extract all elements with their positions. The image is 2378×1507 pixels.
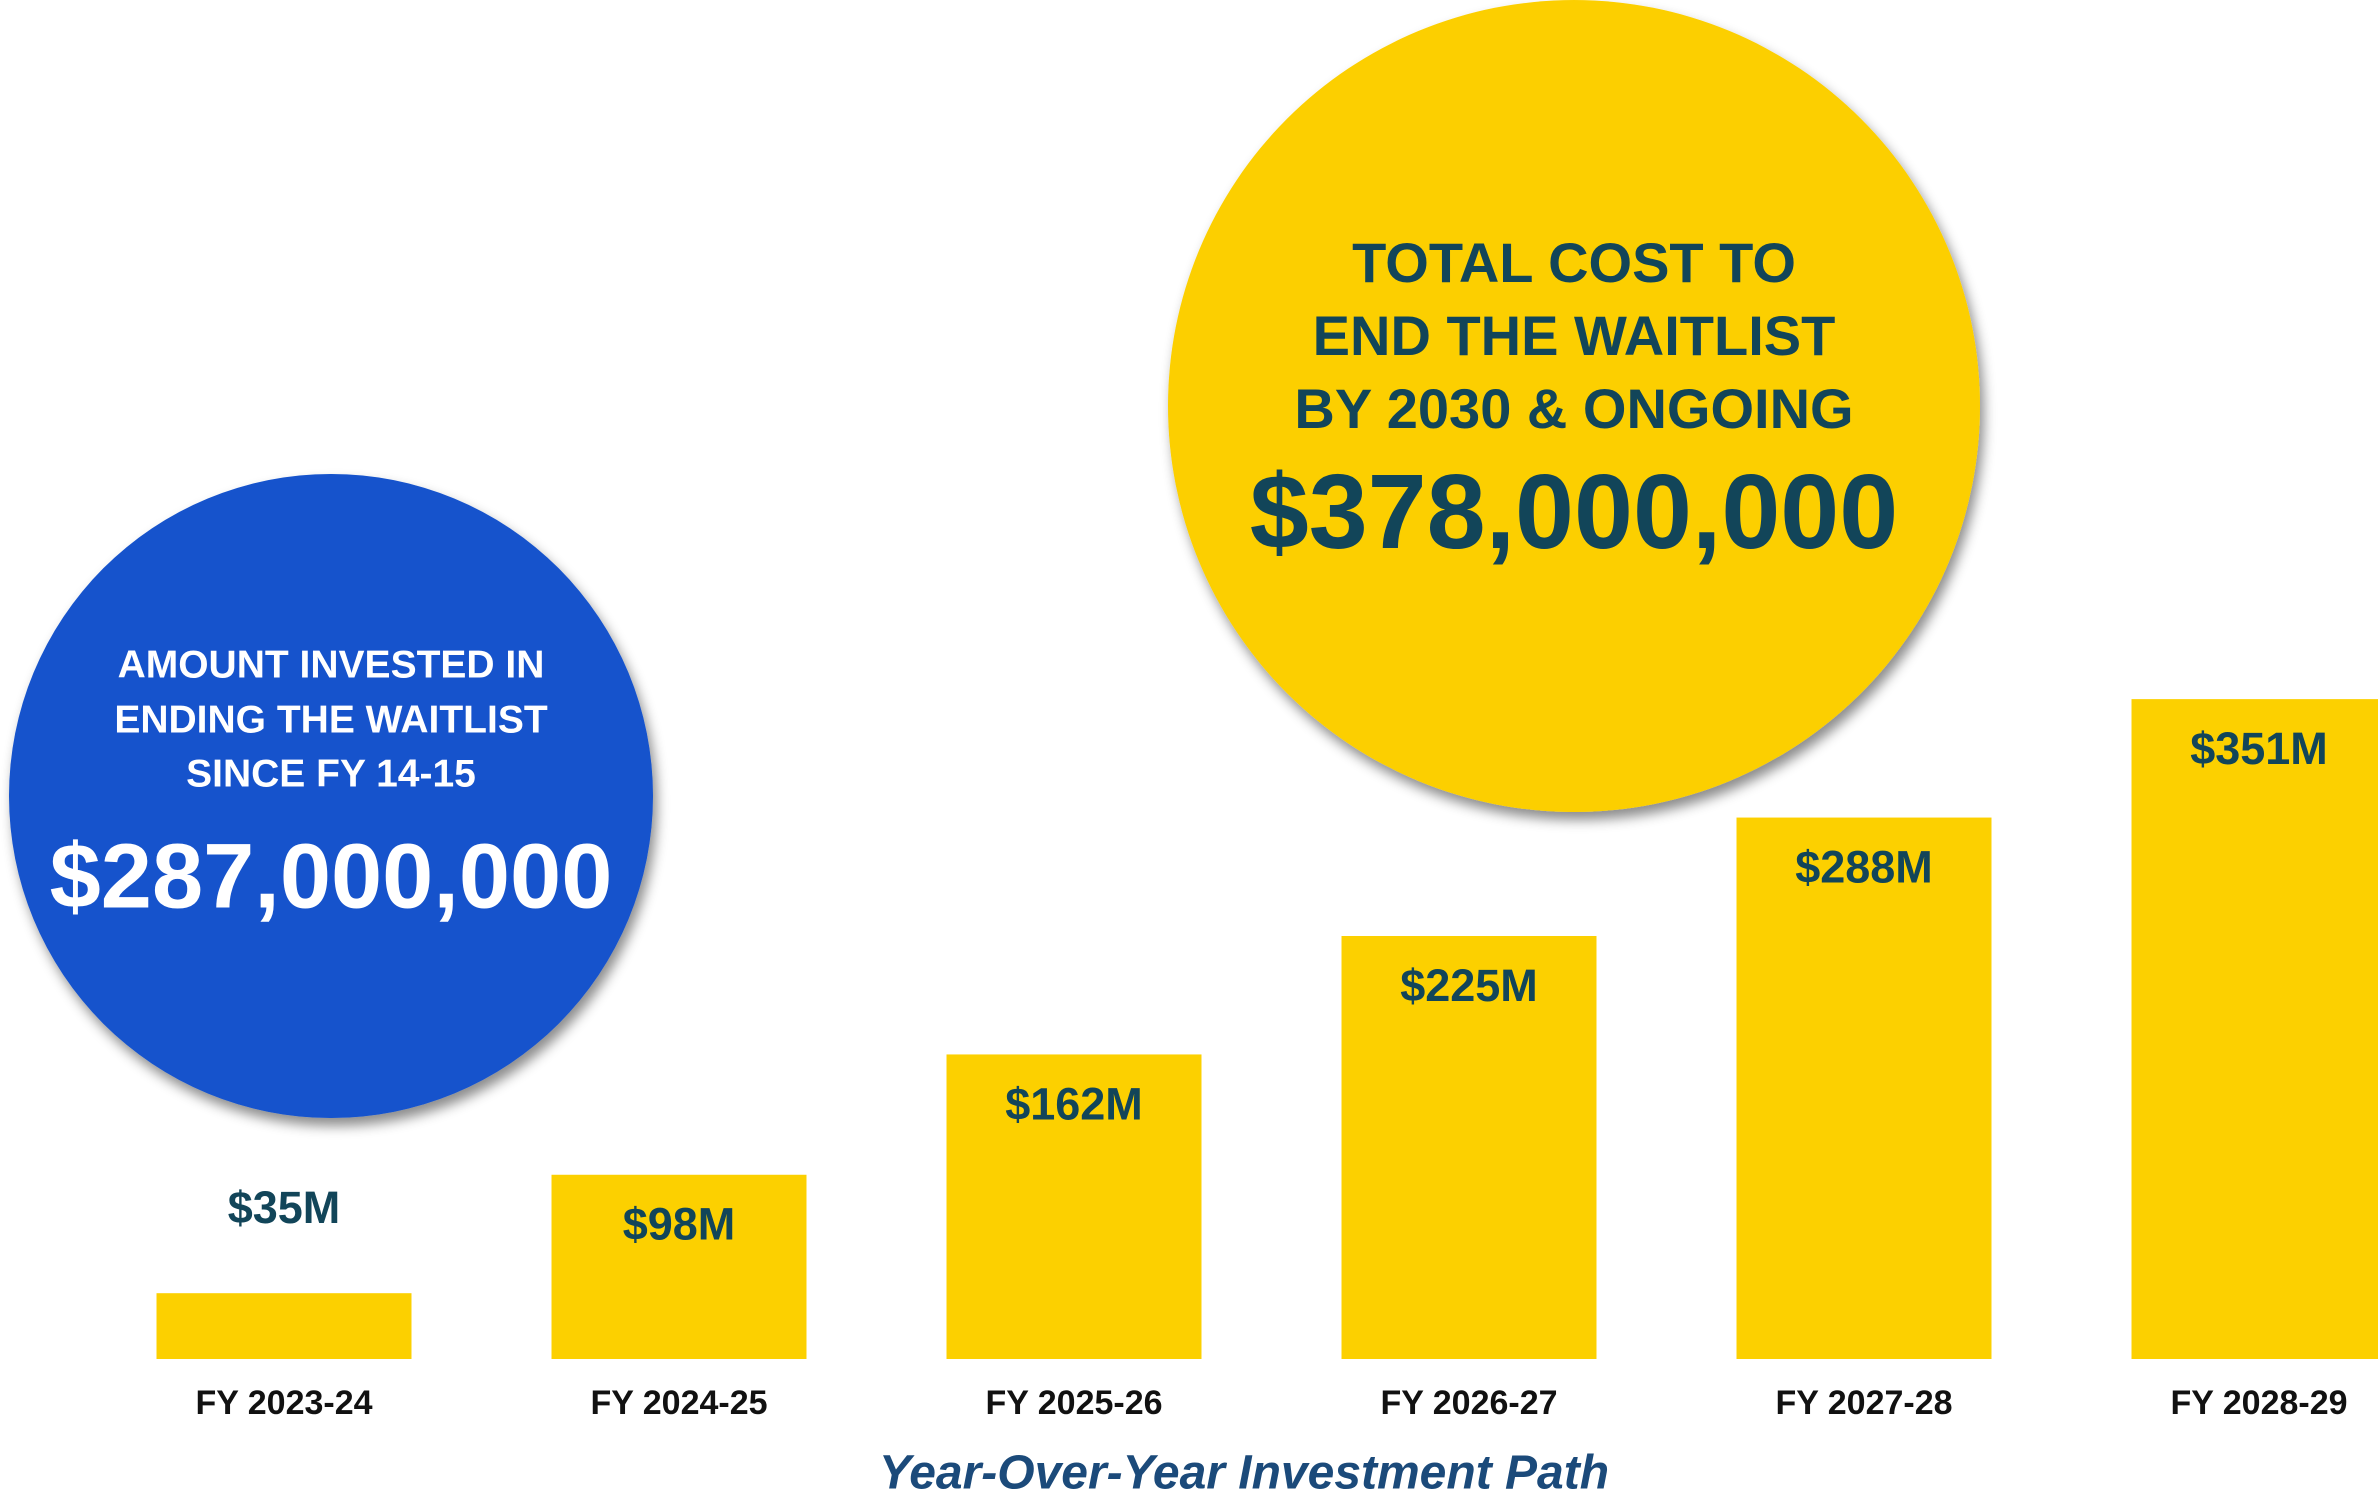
annotation-circle	[1168, 0, 1980, 812]
bar	[2131, 699, 2378, 1359]
annotation-text: SINCE FY 14-15	[186, 752, 476, 795]
bar	[156, 1293, 412, 1359]
value-label: $98M	[623, 1199, 736, 1250]
annotation-text: BY 2030 & ONGOING	[1294, 377, 1853, 440]
bar	[946, 1054, 1202, 1359]
annotation-amount: $287,000,000	[50, 825, 613, 927]
x-tick-label: FY 2027-28	[1775, 1384, 1952, 1422]
value-label: $351M	[2190, 723, 2328, 774]
x-tick-label: FY 2023-24	[195, 1384, 372, 1422]
annotation-text: END THE WAITLIST	[1313, 304, 1836, 367]
annotation-text: ENDING THE WAITLIST	[114, 698, 548, 741]
annotation-text: AMOUNT INVESTED IN	[118, 643, 545, 686]
bar	[1736, 817, 1992, 1359]
value-label: $35M	[228, 1182, 341, 1233]
annotation-circle	[9, 474, 653, 1118]
x-tick-label: FY 2024-25	[590, 1384, 767, 1422]
x-tick-label: FY 2026-27	[1380, 1384, 1557, 1422]
annotation-amount: $378,000,000	[1250, 453, 1898, 571]
x-tick-label: FY 2028-29	[2170, 1384, 2347, 1422]
bar	[551, 1174, 807, 1359]
value-label: $288M	[1795, 841, 1933, 892]
x-tick-label: FY 2025-26	[985, 1384, 1162, 1422]
value-label: $225M	[1400, 960, 1538, 1011]
bar	[1341, 936, 1597, 1359]
x-axis-label: Year-Over-Year Investment Path	[879, 1447, 1609, 1500]
annotation-text: TOTAL COST TO	[1352, 231, 1796, 294]
value-label: $162M	[1005, 1078, 1143, 1129]
